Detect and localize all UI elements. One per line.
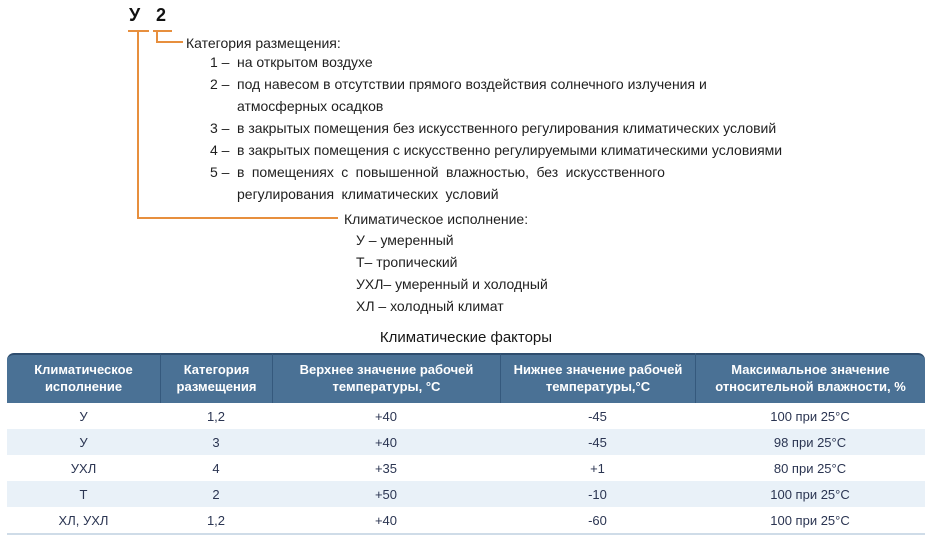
placement-item-text: под навесом в отсутствии прямого воздейс…: [237, 76, 707, 114]
placement-item-4: 4 – в закрытых помещения с искусственно …: [210, 139, 916, 161]
cell-lower-temp: -10: [500, 481, 695, 507]
placement-item-marker: 1 –: [210, 54, 230, 70]
placement-item-marker: 5 –: [210, 164, 230, 180]
table-row: ХЛ, УХЛ 1,2 +40 -60 100 при 25°С: [7, 507, 925, 535]
climate-item-t: Т– тропический: [356, 254, 458, 270]
col-header-placement-category: Категория размещения: [160, 353, 272, 403]
table-row: Т 2 +50 -10 100 при 25°С: [7, 481, 925, 507]
climate-item-uhl: УХЛ– умеренный и холодный: [356, 276, 548, 292]
placement-item-3: 3 – в закрытых помещения без искусственн…: [210, 117, 916, 139]
cell-category: 1,2: [160, 507, 272, 535]
connector-digit-stem: [156, 30, 158, 43]
table-row: У 1,2 +40 -45 100 при 25°С: [7, 403, 925, 429]
cell-humidity: 100 при 25°С: [695, 481, 925, 507]
placement-item-marker: 4 –: [210, 142, 230, 158]
cell-upper-temp: +35: [272, 455, 500, 481]
cell-humidity: 98 при 25°С: [695, 429, 925, 455]
placement-item-text: в помещениях с повышенной влажностью, бе…: [237, 164, 665, 202]
cell-upper-temp: +50: [272, 481, 500, 507]
connector-digit-topbar: [153, 30, 172, 32]
placement-item-5: 5 – в помещениях с повышенной влажностью…: [210, 161, 916, 205]
cell-humidity: 80 при 25°С: [695, 455, 925, 481]
climate-item-u: У – умеренный: [356, 232, 454, 248]
cell-climate: ХЛ, УХЛ: [7, 507, 160, 535]
climate-item-hl: ХЛ – холодный климат: [356, 298, 504, 314]
climate-design-title: Климатическое исполнение:: [344, 211, 529, 227]
cell-lower-temp: -45: [500, 403, 695, 429]
cell-upper-temp: +40: [272, 507, 500, 535]
placement-category-list: 1 – на открытом воздухе 2 – под навесом …: [210, 51, 916, 205]
connector-digit-arm: [156, 41, 183, 43]
cell-upper-temp: +40: [272, 403, 500, 429]
designation-digit: 2: [156, 5, 167, 25]
cell-lower-temp: -60: [500, 507, 695, 535]
placement-item-marker: 2 –: [210, 76, 230, 92]
cell-category: 1,2: [160, 403, 272, 429]
connector-letter-stem: [137, 30, 139, 219]
placement-item-1: 1 – на открытом воздухе: [210, 51, 916, 73]
table-title: Климатические факторы: [379, 329, 553, 346]
cell-category: 2: [160, 481, 272, 507]
table-row: У 3 +40 -45 98 при 25°С: [7, 429, 925, 455]
cell-upper-temp: +40: [272, 429, 500, 455]
cell-climate: УХЛ: [7, 455, 160, 481]
cell-category: 4: [160, 455, 272, 481]
climatic-factors-table: Климатическое исполнение Категория разме…: [7, 353, 925, 535]
placement-item-text: в закрытых помещения без искусственного …: [237, 120, 777, 136]
col-header-upper-temp: Верхнее значение рабочей температуры, °С: [272, 353, 500, 403]
cell-humidity: 100 при 25°С: [695, 507, 925, 535]
connector-letter-arm: [137, 217, 338, 219]
designation-letter: У: [129, 5, 141, 25]
cell-climate: Т: [7, 481, 160, 507]
col-header-max-humidity: Максимальное значение относительной влаж…: [695, 353, 925, 403]
table-row: УХЛ 4 +35 +1 80 при 25°С: [7, 455, 925, 481]
cell-lower-temp: -45: [500, 429, 695, 455]
table-header-row: Климатическое исполнение Категория разме…: [7, 353, 925, 403]
col-header-lower-temp: Нижнее значение рабочей температуры,°С: [500, 353, 695, 403]
cell-category: 3: [160, 429, 272, 455]
col-header-climate-design: Климатическое исполнение: [7, 353, 160, 403]
cell-humidity: 100 при 25°С: [695, 403, 925, 429]
placement-category-title: Категория размещения:: [186, 35, 341, 51]
cell-lower-temp: +1: [500, 455, 695, 481]
placement-item-marker: 3 –: [210, 120, 230, 136]
cell-climate: У: [7, 429, 160, 455]
placement-item-2: 2 – под навесом в отсутствии прямого воз…: [210, 73, 916, 117]
placement-item-text: в закрытых помещения с искусственно регу…: [237, 142, 783, 158]
climate-design-list: У – умеренный Т– тропический УХЛ– умерен…: [356, 229, 548, 317]
placement-item-text: на открытом воздухе: [237, 54, 373, 70]
cell-climate: У: [7, 403, 160, 429]
